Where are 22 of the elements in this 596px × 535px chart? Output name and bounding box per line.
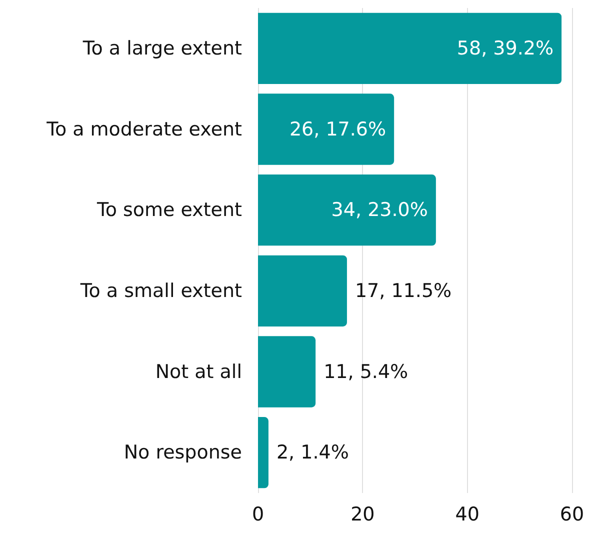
y-tick-label: No response bbox=[124, 442, 242, 464]
y-tick-label: To a moderate exent bbox=[46, 118, 242, 140]
data-label: 11, 5.4% bbox=[324, 360, 408, 383]
y-tick-label: To a large extent bbox=[82, 37, 242, 60]
x-tick-label: 20 bbox=[350, 504, 375, 526]
y-tick-label: Not at all bbox=[155, 360, 242, 383]
bar bbox=[258, 417, 268, 488]
bar bbox=[258, 255, 347, 326]
bar bbox=[258, 12, 562, 84]
bar bbox=[258, 336, 316, 408]
y-tick-label: To a small extent bbox=[79, 280, 242, 302]
data-label: 26, 17.6% bbox=[289, 118, 386, 140]
x-tick-label: 40 bbox=[455, 504, 480, 526]
bar bbox=[258, 94, 394, 165]
data-label: 34, 23.0% bbox=[331, 199, 428, 222]
y-tick-label: To some extent bbox=[96, 199, 242, 222]
data-label: 17, 11.5% bbox=[354, 280, 452, 302]
data-label: 2, 1.4% bbox=[276, 442, 349, 464]
data-label: 58, 39.2% bbox=[456, 37, 554, 60]
x-tick-label: 60 bbox=[560, 504, 584, 526]
x-tick-label: 0 bbox=[252, 504, 264, 526]
bar bbox=[258, 174, 436, 246]
